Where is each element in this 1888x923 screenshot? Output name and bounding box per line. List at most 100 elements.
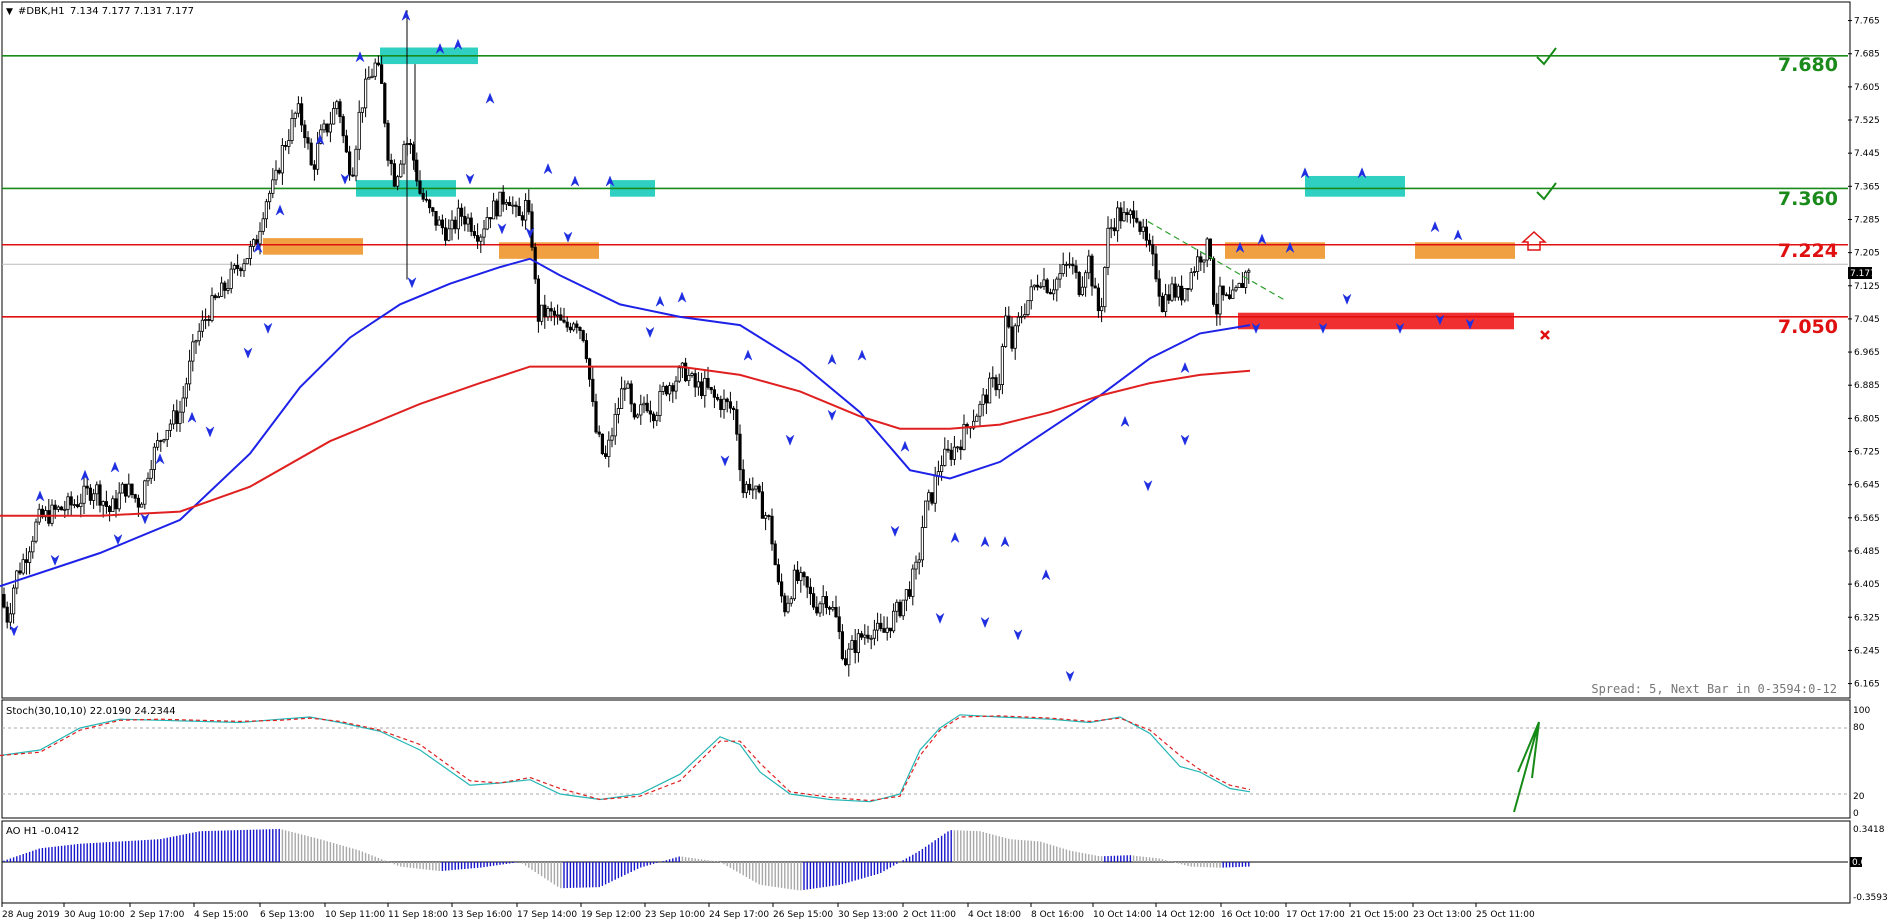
candle-body xyxy=(392,163,397,187)
candle-body xyxy=(696,381,701,388)
fractal-up-arrow xyxy=(1300,167,1310,179)
candle-body xyxy=(930,492,934,504)
candle-body xyxy=(988,377,992,404)
fractal-down-arrow xyxy=(1395,322,1405,334)
collapse-icon[interactable]: ▼ xyxy=(6,7,13,17)
candle-body xyxy=(751,488,755,491)
candle-body xyxy=(850,640,854,650)
candle-body xyxy=(917,559,921,563)
candle-body xyxy=(972,420,976,429)
fractal-down-arrow xyxy=(1143,480,1153,492)
candle-body xyxy=(136,497,140,508)
time-tick-label: 8 Oct 16:00 xyxy=(1031,910,1084,920)
candle-body xyxy=(5,606,9,623)
candle-body xyxy=(395,176,400,187)
candle-body xyxy=(293,112,297,119)
candle-body xyxy=(789,598,793,604)
fractal-down-arrow xyxy=(645,326,655,339)
candle-body xyxy=(1189,272,1193,290)
candle-body xyxy=(312,164,317,170)
candle-body xyxy=(242,263,246,272)
candle-body xyxy=(40,508,45,518)
candle-body xyxy=(1244,271,1248,289)
candle-body xyxy=(700,381,704,397)
candle-body xyxy=(914,561,918,570)
candle-body xyxy=(280,145,285,174)
candle-body xyxy=(860,633,864,638)
time-tick-label: 10 Sep 11:00 xyxy=(325,910,385,920)
candle-body xyxy=(584,340,589,360)
candle-body xyxy=(389,159,393,165)
fractal-down-arrow xyxy=(525,227,535,239)
fractal-down-arrow xyxy=(340,173,350,185)
candle-body xyxy=(351,174,355,177)
candle-body xyxy=(1039,285,1043,288)
candle-body xyxy=(155,440,160,448)
candle-body xyxy=(168,423,172,431)
candle-body xyxy=(805,576,809,588)
candle-body xyxy=(709,386,713,391)
fractal-up-arrow xyxy=(435,42,445,55)
candle-body xyxy=(1157,278,1161,297)
stoch-tick-20: 20 xyxy=(1853,792,1865,802)
level-tag-7360: 7.360 xyxy=(1778,188,1838,210)
fractal-up-arrow xyxy=(35,490,45,502)
candle-body xyxy=(485,217,489,230)
candle-body xyxy=(63,508,67,511)
candle-body xyxy=(219,282,224,297)
candle-body xyxy=(1234,287,1238,291)
time-tick-label: 23 Oct 13:00 xyxy=(1413,910,1472,920)
candle-body xyxy=(101,501,105,506)
candle-body xyxy=(536,278,541,322)
candlestick-series xyxy=(2,10,1251,677)
candle-body xyxy=(594,401,598,433)
candle-body xyxy=(892,610,896,632)
candle-body xyxy=(1087,255,1091,274)
fractal-up-arrow xyxy=(453,38,463,51)
time-tick-label: 30 Aug 10:00 xyxy=(64,910,125,920)
candle-body xyxy=(984,394,989,404)
time-tick-label: 10 Oct 14:00 xyxy=(1093,910,1152,920)
candle-body xyxy=(991,377,995,380)
candle-body xyxy=(1164,294,1168,313)
candle-body xyxy=(143,480,147,505)
candle-body xyxy=(1170,283,1174,301)
candle-body xyxy=(1026,300,1030,315)
time-tick-label: 26 Sep 15:00 xyxy=(773,910,833,920)
candle-body xyxy=(786,602,790,613)
price-tick-label: 6.965 xyxy=(1854,348,1880,358)
candle-body xyxy=(1183,288,1187,301)
candle-body xyxy=(757,485,761,493)
candle-body xyxy=(1020,315,1024,318)
candle-body xyxy=(796,569,800,581)
price-zone-box xyxy=(1305,175,1405,197)
candle-body xyxy=(901,599,905,617)
fractal-up-arrow xyxy=(743,349,753,361)
candle-body xyxy=(475,235,480,242)
candle-body xyxy=(690,373,694,376)
price-tick-label: 6.885 xyxy=(1854,381,1880,391)
fractal-up-arrow xyxy=(980,535,990,548)
time-tick-label: 17 Sep 14:00 xyxy=(517,910,577,920)
time-tick-label: 4 Oct 18:00 xyxy=(968,910,1021,920)
fractal-up-arrow xyxy=(1430,221,1440,233)
candle-body xyxy=(44,510,48,518)
candle-body xyxy=(1007,315,1011,328)
candle-body xyxy=(1199,256,1203,263)
candle-body xyxy=(235,265,240,270)
candle-body xyxy=(31,540,35,553)
price-tick-label: 6.645 xyxy=(1854,481,1880,491)
candle-body xyxy=(232,265,236,270)
candle-body xyxy=(357,111,361,150)
fractal-up-arrow xyxy=(80,469,90,482)
candle-body xyxy=(767,515,771,517)
candle-body xyxy=(239,268,243,272)
candle-body xyxy=(1106,227,1110,268)
candle-body xyxy=(927,492,931,502)
spread-status-text: Spread: 5, Next Bar in 0-3594:0-12 xyxy=(1591,682,1837,696)
candle-body xyxy=(1074,265,1078,273)
candle-body xyxy=(98,484,102,506)
time-tick-label: 21 Oct 15:00 xyxy=(1350,910,1409,920)
ao-label: AO H1 -0.0412 xyxy=(6,826,79,837)
